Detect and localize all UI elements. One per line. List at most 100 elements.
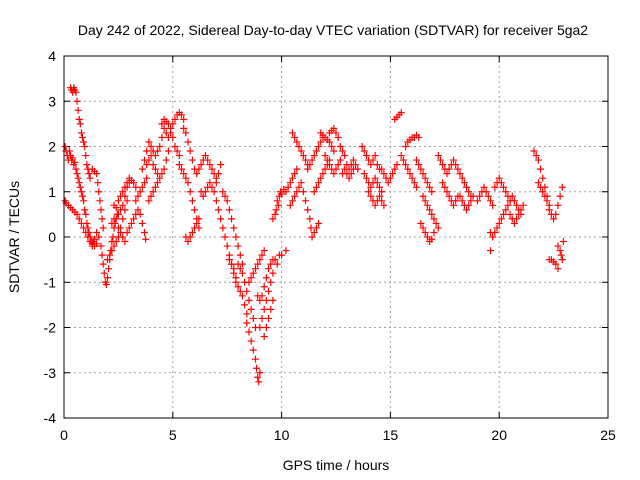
- data-point: [95, 233, 103, 241]
- data-point: [365, 188, 373, 196]
- data-point: [256, 369, 264, 377]
- data-point: [228, 260, 236, 268]
- data-point: [251, 265, 259, 273]
- data-point: [465, 188, 473, 196]
- data-point: [138, 165, 146, 173]
- data-point: [173, 147, 181, 155]
- data-point: [319, 170, 327, 178]
- data-point: [255, 378, 263, 386]
- data-point: [450, 201, 458, 209]
- data-point: [114, 197, 122, 205]
- data-point: [245, 296, 253, 304]
- data-point: [288, 129, 296, 137]
- data-point: [149, 161, 157, 169]
- data-point: [125, 174, 133, 182]
- data-point: [423, 179, 431, 187]
- data-point: [267, 278, 275, 286]
- data-point: [145, 197, 153, 205]
- data-point: [293, 165, 301, 173]
- data-point: [81, 143, 89, 150]
- data-point: [502, 188, 510, 196]
- data-point: [315, 143, 323, 150]
- data-point: [83, 161, 91, 169]
- data-point: [304, 165, 312, 173]
- data-point: [452, 197, 460, 205]
- x-tick-label: 5: [169, 427, 177, 443]
- y-tick-label: -1: [44, 274, 57, 290]
- data-point: [434, 152, 442, 160]
- data-point: [178, 111, 186, 119]
- data-point: [212, 174, 220, 182]
- data-point: [380, 201, 388, 209]
- data-point: [269, 296, 277, 304]
- y-tick-label: -3: [44, 365, 57, 381]
- data-point: [267, 305, 275, 313]
- data-point: [256, 296, 264, 304]
- data-point: [77, 188, 85, 196]
- data-point: [399, 156, 407, 164]
- data-point: [341, 152, 349, 160]
- data-point: [419, 170, 427, 178]
- data-point: [171, 143, 179, 150]
- data-point: [147, 143, 155, 150]
- data-point: [73, 170, 81, 178]
- data-point: [73, 97, 81, 105]
- data-point: [302, 156, 310, 164]
- data-point: [428, 210, 436, 218]
- data-point: [84, 233, 92, 241]
- data-point: [132, 197, 140, 205]
- data-point: [106, 251, 114, 259]
- data-point: [558, 256, 566, 264]
- data-point: [253, 364, 261, 372]
- data-point: [119, 233, 127, 241]
- data-point: [310, 228, 318, 236]
- data-point: [493, 224, 501, 232]
- data-point: [260, 247, 268, 255]
- y-tick-label: 3: [48, 93, 56, 109]
- data-point: [341, 165, 349, 173]
- data-point: [180, 170, 188, 178]
- data-point: [541, 192, 549, 200]
- data-point: [114, 210, 122, 218]
- data-point: [232, 233, 240, 241]
- data-points-layer: [61, 84, 567, 386]
- data-point: [489, 201, 497, 209]
- data-point: [408, 174, 416, 182]
- data-point: [312, 183, 320, 191]
- data-point: [502, 206, 510, 214]
- data-point: [441, 183, 449, 191]
- data-point: [243, 310, 251, 318]
- data-point: [208, 165, 216, 173]
- x-tick-label: 15: [383, 427, 399, 443]
- data-point: [469, 192, 477, 200]
- data-point: [330, 170, 338, 178]
- data-point: [539, 174, 547, 182]
- data-point: [260, 333, 268, 341]
- data-point: [188, 156, 196, 164]
- data-point: [271, 256, 279, 264]
- data-point: [76, 120, 84, 128]
- data-point: [410, 179, 418, 187]
- data-point: [162, 156, 170, 164]
- data-point: [156, 174, 164, 182]
- data-point: [371, 201, 379, 209]
- data-point: [504, 201, 512, 209]
- data-point: [201, 152, 209, 160]
- data-point: [297, 179, 305, 187]
- y-tick-label: 0: [48, 229, 56, 245]
- data-point: [554, 265, 562, 273]
- data-point: [484, 192, 492, 200]
- data-point: [197, 161, 205, 169]
- data-point: [510, 219, 518, 227]
- data-point: [78, 133, 86, 141]
- data-point: [254, 260, 262, 268]
- data-point: [315, 179, 323, 187]
- data-point: [347, 170, 355, 178]
- data-point: [223, 197, 231, 205]
- data-point: [76, 183, 84, 191]
- data-point: [391, 165, 399, 173]
- data-point: [98, 251, 106, 259]
- data-point: [556, 247, 564, 255]
- data-point: [463, 183, 471, 191]
